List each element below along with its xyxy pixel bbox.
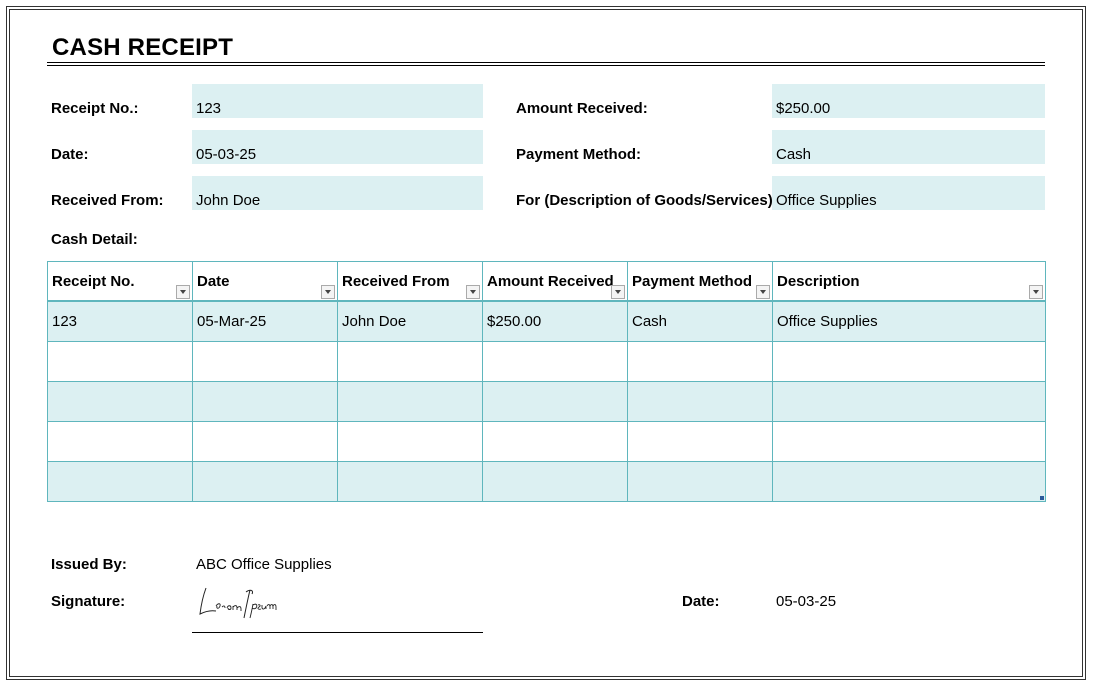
table-cell[interactable] — [772, 381, 1046, 422]
payment-method-field[interactable]: Cash — [772, 130, 1045, 164]
table-cell[interactable]: John Doe — [337, 300, 483, 342]
date-value: 05-03-25 — [196, 146, 257, 163]
table-cell[interactable] — [772, 461, 1046, 502]
description-label: For (Description of Goods/Services): — [516, 192, 778, 209]
table-cell[interactable] — [482, 421, 628, 462]
description-value: Office Supplies — [776, 192, 877, 209]
table-cell[interactable]: 123 — [47, 300, 193, 342]
receipt-no-field[interactable]: 123 — [192, 84, 483, 118]
table-row — [47, 461, 1046, 502]
title-underline-second — [47, 65, 1045, 66]
page-title: CASH RECEIPT — [52, 34, 234, 61]
table-row — [47, 381, 1046, 422]
filter-dropdown-icon[interactable] — [321, 285, 335, 299]
description-field[interactable]: Office Supplies — [772, 176, 1045, 210]
filter-dropdown-icon[interactable] — [466, 285, 480, 299]
filter-dropdown-icon[interactable] — [611, 285, 625, 299]
amount-received-label: Amount Received: — [516, 100, 648, 117]
cash-detail-table: Receipt No. Date Received From Amount Re… — [47, 261, 1046, 502]
column-header-label: Receipt No. — [52, 272, 135, 290]
table-cell[interactable] — [337, 381, 483, 422]
column-header-label: Received From — [342, 272, 450, 290]
column-header-amount-received: Amount Received — [482, 261, 628, 302]
table-row — [47, 341, 1046, 382]
filter-dropdown-icon[interactable] — [756, 285, 770, 299]
table-cell[interactable] — [627, 421, 773, 462]
table-cell[interactable] — [772, 421, 1046, 462]
table-cell[interactable] — [627, 381, 773, 422]
column-header-description: Description — [772, 261, 1046, 302]
table-cell[interactable] — [192, 381, 338, 422]
table-cell[interactable]: Cash — [627, 300, 773, 342]
payment-method-value: Cash — [776, 146, 812, 163]
column-header-label: Description — [777, 272, 860, 290]
table-cell[interactable] — [47, 461, 193, 502]
column-header-payment-method: Payment Method — [627, 261, 773, 302]
column-header-label: Date — [197, 272, 230, 290]
footer-date-label: Date: — [682, 593, 720, 610]
table-cell[interactable] — [337, 461, 483, 502]
column-header-receipt-no: Receipt No. — [47, 261, 193, 302]
column-header-date: Date — [192, 261, 338, 302]
payment-method-label: Payment Method: — [516, 146, 642, 163]
amount-received-field[interactable]: $250.00 — [772, 84, 1045, 118]
received-from-value: John Doe — [196, 192, 261, 209]
table-cell[interactable] — [192, 461, 338, 502]
receipt-no-label: Receipt No.: — [51, 100, 139, 117]
table-resize-handle[interactable] — [1040, 496, 1044, 500]
filter-dropdown-icon[interactable] — [176, 285, 190, 299]
table-cell[interactable] — [772, 341, 1046, 382]
signature-line — [192, 632, 483, 633]
page-border-outer — [6, 6, 1086, 680]
date-field[interactable]: 05-03-25 — [192, 130, 483, 164]
table-cell[interactable] — [47, 341, 193, 382]
column-header-received-from: Received From — [337, 261, 483, 302]
table-cell[interactable] — [192, 341, 338, 382]
table-row: 123 05-Mar-25 John Doe $250.00 Cash Offi… — [47, 300, 1046, 342]
amount-received-value: $250.00 — [776, 100, 831, 117]
table-cell[interactable] — [47, 421, 193, 462]
receipt-no-value: 123 — [196, 100, 222, 117]
table-cell[interactable] — [482, 341, 628, 382]
table-cell[interactable] — [482, 381, 628, 422]
received-from-label: Received From: — [51, 192, 164, 209]
column-header-label: Payment Method — [632, 272, 753, 290]
issued-by-label: Issued By: — [51, 556, 127, 573]
page-border-inner — [9, 9, 1083, 677]
received-from-field[interactable]: John Doe — [192, 176, 483, 210]
column-header-label: Amount Received — [487, 272, 614, 290]
title-underline — [47, 62, 1045, 63]
table-cell[interactable]: 05-Mar-25 — [192, 300, 338, 342]
table-cell[interactable] — [337, 341, 483, 382]
table-cell[interactable] — [482, 461, 628, 502]
table-cell[interactable] — [47, 381, 193, 422]
date-label: Date: — [51, 146, 89, 163]
table-cell[interactable]: $250.00 — [482, 300, 628, 342]
table-cell[interactable] — [337, 421, 483, 462]
table-cell[interactable]: Office Supplies — [772, 300, 1046, 342]
table-cell[interactable] — [627, 461, 773, 502]
footer-date-value: 05-03-25 — [776, 593, 837, 610]
table-cell[interactable] — [192, 421, 338, 462]
table-row — [47, 421, 1046, 462]
table-cell[interactable] — [627, 341, 773, 382]
signature-label: Signature: — [51, 593, 126, 610]
issued-by-value: ABC Office Supplies — [196, 556, 332, 573]
cash-detail-label: Cash Detail: — [51, 231, 138, 248]
table-header-row: Receipt No. Date Received From Amount Re… — [47, 261, 1046, 302]
signature-image — [199, 587, 277, 619]
filter-dropdown-icon[interactable] — [1029, 285, 1043, 299]
